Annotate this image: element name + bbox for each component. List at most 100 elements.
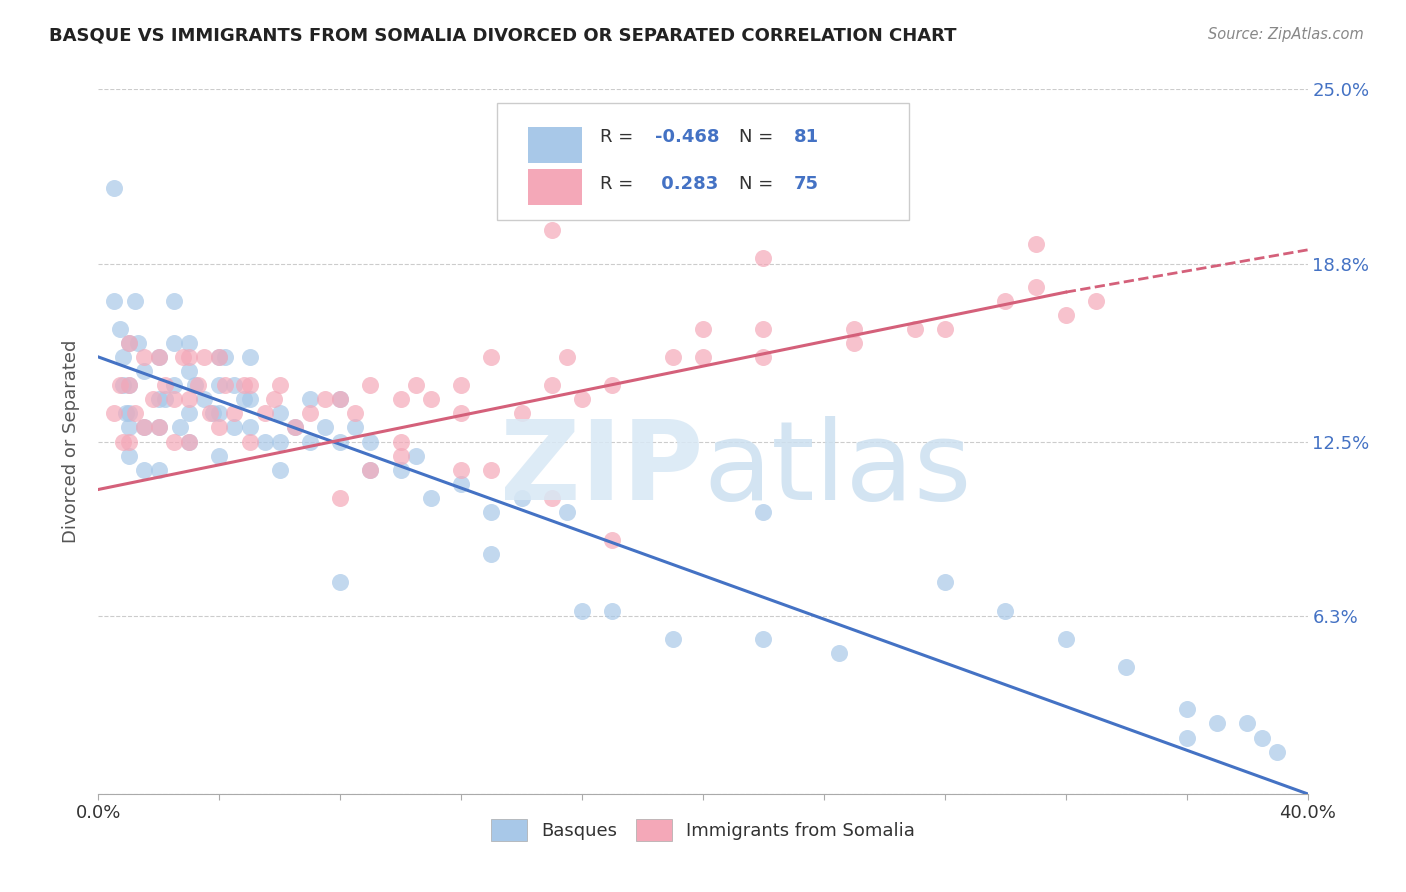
Point xyxy=(299,434,322,449)
Point xyxy=(118,378,141,392)
Text: 0.283: 0.283 xyxy=(655,176,718,194)
Point xyxy=(540,491,562,505)
Text: 81: 81 xyxy=(793,128,818,146)
Point xyxy=(752,322,775,336)
Point xyxy=(263,392,285,407)
Point xyxy=(1175,702,1198,716)
Text: 75: 75 xyxy=(793,176,818,194)
Point xyxy=(179,335,201,350)
Point xyxy=(344,420,367,434)
Point xyxy=(405,378,427,392)
Point xyxy=(692,322,714,336)
Point xyxy=(208,406,231,420)
Point xyxy=(329,392,352,407)
Point xyxy=(108,322,131,336)
Point xyxy=(127,335,149,350)
Point xyxy=(314,420,336,434)
Point xyxy=(299,406,322,420)
Point xyxy=(239,420,262,434)
Point xyxy=(510,406,533,420)
Point xyxy=(103,293,125,308)
Text: atlas: atlas xyxy=(703,417,972,524)
Point xyxy=(193,350,215,364)
Point xyxy=(148,350,170,364)
Point xyxy=(571,392,593,407)
Point xyxy=(132,420,155,434)
Point xyxy=(284,420,307,434)
Point xyxy=(153,378,176,392)
Point xyxy=(103,406,125,420)
Point xyxy=(844,167,866,181)
Point xyxy=(844,322,866,336)
Point xyxy=(314,392,336,407)
Point xyxy=(118,335,141,350)
Point xyxy=(934,322,956,336)
Point xyxy=(232,378,254,392)
Point xyxy=(132,420,155,434)
Point xyxy=(752,252,775,266)
Point xyxy=(208,350,231,364)
Point xyxy=(329,434,352,449)
Bar xyxy=(527,169,582,205)
Point xyxy=(103,181,125,195)
Point xyxy=(214,350,236,364)
Point xyxy=(420,392,443,407)
Bar xyxy=(527,127,582,163)
Point xyxy=(389,434,412,449)
Point xyxy=(239,350,262,364)
Point xyxy=(118,449,141,463)
Point xyxy=(179,350,201,364)
Point xyxy=(752,505,775,519)
Point xyxy=(108,378,131,392)
Text: R =: R = xyxy=(600,176,640,194)
Point xyxy=(481,505,503,519)
Point xyxy=(111,350,134,364)
Point xyxy=(148,420,170,434)
Point xyxy=(224,406,246,420)
Point xyxy=(269,434,291,449)
Point xyxy=(169,420,191,434)
Text: BASQUE VS IMMIGRANTS FROM SOMALIA DIVORCED OR SEPARATED CORRELATION CHART: BASQUE VS IMMIGRANTS FROM SOMALIA DIVORC… xyxy=(49,27,956,45)
Point xyxy=(224,378,246,392)
Point xyxy=(187,378,209,392)
Point xyxy=(360,463,382,477)
Point xyxy=(148,392,170,407)
Point xyxy=(114,406,136,420)
Point xyxy=(389,392,412,407)
Point xyxy=(555,350,578,364)
Point xyxy=(360,434,382,449)
Text: ZIP: ZIP xyxy=(499,417,703,524)
Point xyxy=(142,392,165,407)
Point xyxy=(1115,660,1137,674)
Point xyxy=(118,335,141,350)
Point xyxy=(132,463,155,477)
Point xyxy=(540,223,562,237)
Point xyxy=(208,449,231,463)
Point xyxy=(184,378,207,392)
Point xyxy=(1251,731,1274,745)
Point xyxy=(329,392,352,407)
Point xyxy=(752,350,775,364)
Point xyxy=(163,293,186,308)
Point xyxy=(163,392,186,407)
Point xyxy=(232,392,254,407)
Point xyxy=(202,406,225,420)
Point xyxy=(389,449,412,463)
Point xyxy=(118,378,141,392)
Point xyxy=(1267,745,1289,759)
Text: R =: R = xyxy=(600,128,640,146)
Point xyxy=(269,378,291,392)
Point xyxy=(844,335,866,350)
Point xyxy=(299,392,322,407)
Point xyxy=(179,392,201,407)
Point xyxy=(360,463,382,477)
Point xyxy=(360,378,382,392)
Point xyxy=(239,392,262,407)
Point xyxy=(450,378,472,392)
Point xyxy=(208,420,231,434)
Point xyxy=(661,632,683,646)
Point xyxy=(179,364,201,378)
Point xyxy=(1236,716,1258,731)
Point xyxy=(994,604,1017,618)
Point xyxy=(481,463,503,477)
